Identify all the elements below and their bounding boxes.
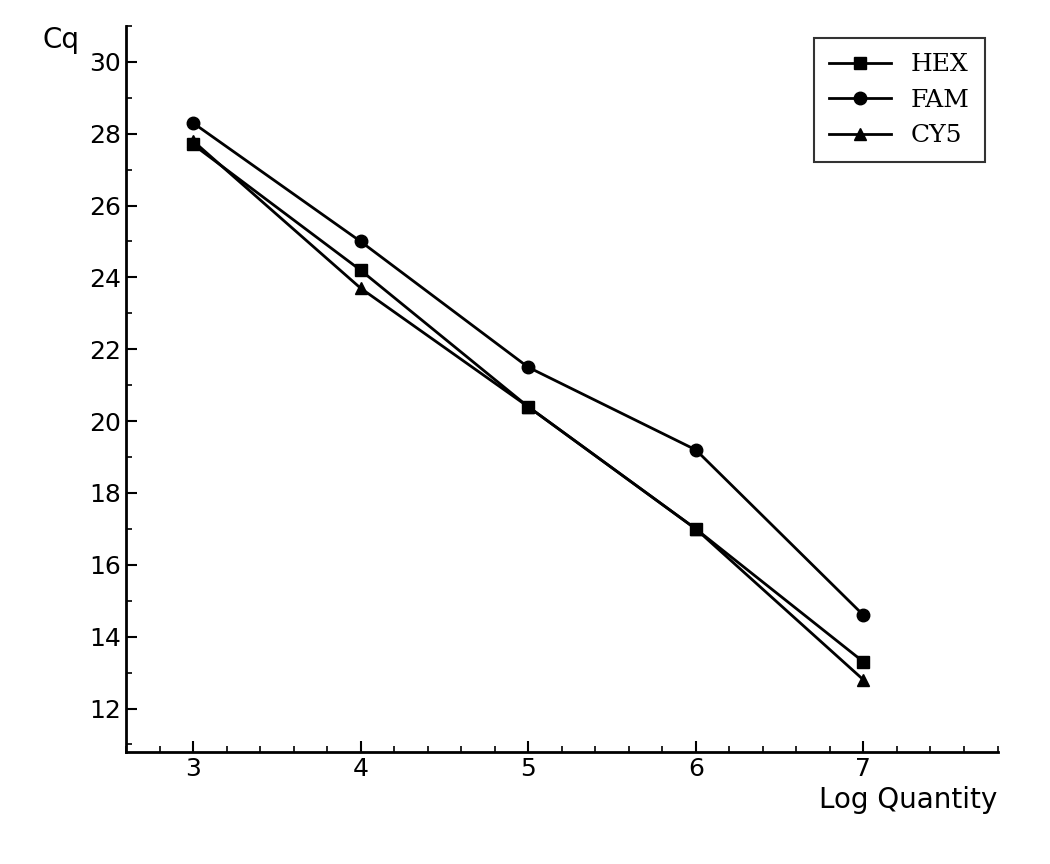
CY5 bbox=[522, 402, 534, 412]
X-axis label: Log Quantity: Log Quantity bbox=[819, 786, 997, 814]
FAM bbox=[690, 445, 702, 455]
Line: HEX: HEX bbox=[187, 138, 869, 668]
HEX bbox=[522, 402, 534, 412]
CY5 bbox=[857, 675, 869, 685]
HEX bbox=[690, 524, 702, 534]
CY5 bbox=[354, 283, 366, 294]
Legend: HEX, FAM, CY5: HEX, FAM, CY5 bbox=[814, 38, 985, 162]
FAM bbox=[857, 610, 869, 620]
FAM bbox=[187, 118, 200, 128]
FAM bbox=[354, 237, 366, 247]
HEX bbox=[187, 139, 200, 149]
FAM bbox=[522, 362, 534, 372]
Y-axis label: Cq: Cq bbox=[43, 26, 80, 54]
CY5 bbox=[187, 136, 200, 146]
HEX bbox=[354, 265, 366, 276]
Line: CY5: CY5 bbox=[187, 135, 869, 686]
Line: FAM: FAM bbox=[187, 117, 869, 621]
HEX bbox=[857, 657, 869, 667]
CY5 bbox=[690, 524, 702, 534]
